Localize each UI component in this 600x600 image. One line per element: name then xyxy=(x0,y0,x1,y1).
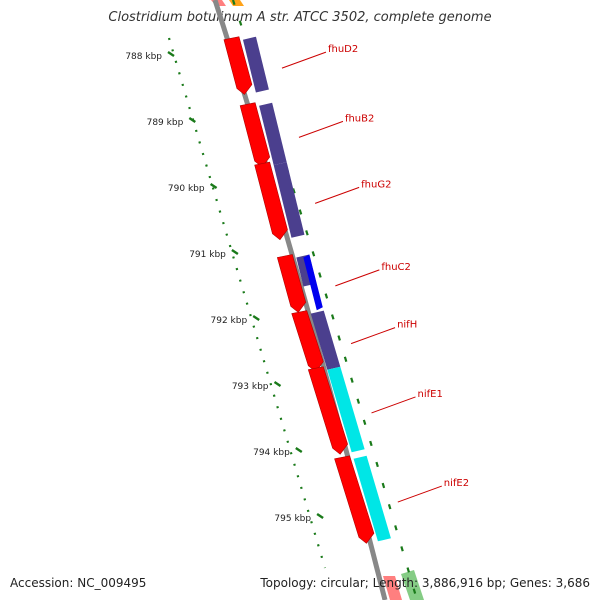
scale-tick-label: 795 kbp xyxy=(274,514,311,524)
cog-band xyxy=(273,162,305,238)
gene-label-leader xyxy=(314,186,360,204)
gene-arrow xyxy=(334,455,375,544)
cog-band xyxy=(353,455,391,542)
cog-band xyxy=(310,310,341,370)
gene-label-leader xyxy=(281,51,327,69)
cog-band xyxy=(303,254,323,311)
gene-label: nifE2 xyxy=(444,478,469,489)
gene-label-leader xyxy=(298,120,344,138)
scale-tick-label: 788 kbp xyxy=(125,52,162,62)
gene-label: nifH xyxy=(397,320,417,331)
cog-band xyxy=(327,366,365,453)
scale-ticks: 788 kbp 789 kbp 790 kbp 791 kbp 792 kbp 793 k… xyxy=(125,51,324,524)
gene-arrow xyxy=(291,310,324,373)
scale-tick-mark xyxy=(188,117,196,123)
map-title: Clostridium botulinum A str. ATCC 3502, … xyxy=(108,10,492,25)
partial-cog-bottom xyxy=(401,570,424,600)
scale-tick-mark xyxy=(167,51,175,57)
cog-band xyxy=(259,102,287,166)
backbone-dashed-track xyxy=(231,0,419,600)
scale-dotted-track xyxy=(167,37,327,569)
scale-tick-mark xyxy=(295,447,303,453)
scale-tick-label: 792 kbp xyxy=(211,316,248,326)
scale-tick-label: 793 kbp xyxy=(232,382,269,392)
accession-text: Accession: NC_009495 xyxy=(10,576,147,590)
cog-band xyxy=(242,36,269,93)
gene-label: fhuC2 xyxy=(381,262,411,273)
partial-cog-top xyxy=(229,0,244,6)
gene-labels: fhuD2 fhuB2 fhuG2 fhuC2 nifH nifE1 nifE2 xyxy=(281,44,469,503)
gene-label: fhuG2 xyxy=(361,179,391,190)
gene-label: nifE1 xyxy=(418,389,443,400)
partial-gene-bottom xyxy=(383,576,402,600)
gene-label-leader xyxy=(397,485,442,503)
gene-arrow xyxy=(223,36,253,95)
scale-tick-label: 794 kbp xyxy=(253,448,290,458)
scale-tick-mark xyxy=(252,315,260,321)
gene-arrow xyxy=(239,102,271,168)
scale-tick-label: 789 kbp xyxy=(147,118,184,128)
gene-arrow xyxy=(307,366,348,455)
topology-summary: Topology: circular; Length: 3,886,916 bp… xyxy=(260,576,590,590)
scale-tick-label: 791 kbp xyxy=(189,250,226,260)
gene-label: fhuB2 xyxy=(345,113,374,124)
gene-label-leader xyxy=(371,396,416,414)
gene-arrow xyxy=(276,254,307,313)
scale-tick-mark xyxy=(316,513,324,519)
gene-arrow xyxy=(254,161,288,241)
gene-label: fhuD2 xyxy=(328,44,358,55)
scale-tick-label: 790 kbp xyxy=(168,184,205,194)
gene-track xyxy=(223,36,391,544)
scale-tick-mark xyxy=(231,249,239,255)
gene-label-leader xyxy=(335,269,380,287)
gene-label-leader xyxy=(350,327,396,345)
adjacent-genes-bottom xyxy=(383,570,424,600)
scale-tick-mark xyxy=(273,381,282,387)
scale-tick-mark xyxy=(209,183,218,189)
